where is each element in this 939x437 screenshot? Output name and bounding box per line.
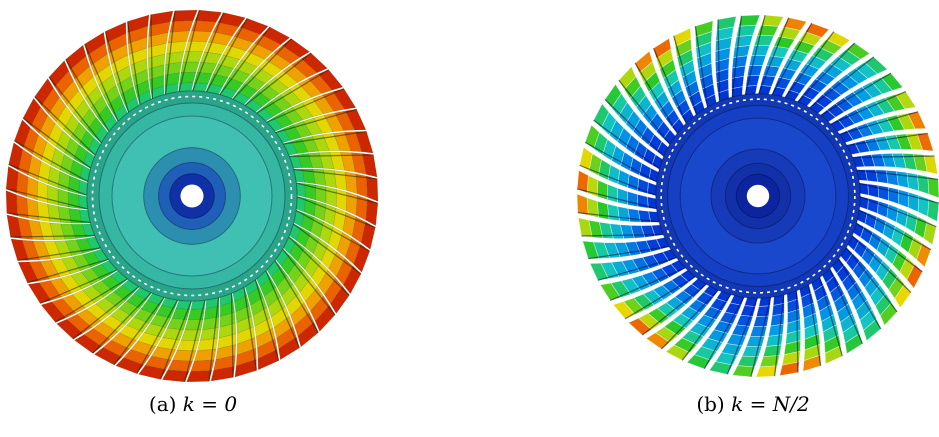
blade: [715, 15, 737, 104]
blade: [84, 31, 129, 124]
subfigure-a: (a) k = 0: [0, 0, 390, 437]
bolt-circle: [91, 95, 293, 297]
blade: [576, 170, 659, 210]
blade: [618, 66, 677, 147]
blade: [191, 12, 246, 94]
blade: [582, 236, 672, 260]
blade: [74, 285, 153, 354]
blade: [254, 69, 344, 123]
blade: [162, 298, 207, 383]
caption-b-label: (b): [696, 392, 725, 416]
bolt-circle: [660, 98, 856, 294]
blade: [732, 295, 772, 378]
blade: [779, 288, 801, 377]
blade: [744, 14, 784, 97]
blade: [694, 20, 718, 110]
blade: [652, 37, 695, 126]
blade: [291, 168, 379, 202]
caption-a-math: k = 0: [182, 392, 238, 416]
blade: [576, 193, 662, 223]
blade: [795, 42, 871, 108]
blade: [17, 248, 111, 284]
blade: [218, 26, 290, 101]
blade: [274, 247, 336, 332]
blade: [770, 22, 830, 99]
blade: [5, 190, 93, 224]
center-bore: [746, 184, 770, 208]
blade: [673, 27, 706, 117]
blade: [584, 124, 661, 184]
blade: [255, 268, 300, 361]
blade: [577, 217, 666, 239]
blade: [265, 258, 319, 348]
blade: [5, 166, 90, 211]
blade: [850, 153, 939, 175]
blade: [821, 266, 864, 355]
caption-b: (b) k = N/2: [696, 392, 809, 416]
blade: [294, 195, 376, 250]
blade: [291, 208, 370, 273]
blade: [14, 119, 93, 184]
blade: [628, 277, 709, 336]
blade: [755, 292, 785, 378]
blade: [645, 284, 721, 350]
blade: [177, 9, 222, 94]
blade: [287, 151, 378, 178]
blade: [27, 259, 120, 304]
blade: [810, 275, 843, 365]
blade: [665, 289, 733, 361]
blade: [8, 142, 90, 197]
blade: [147, 10, 174, 101]
blade: [830, 256, 882, 342]
blade: [273, 108, 367, 144]
blade: [115, 295, 180, 374]
blade: [854, 169, 939, 199]
blade: [846, 233, 912, 309]
blade: [634, 50, 686, 136]
blade: [164, 9, 198, 97]
blade: [232, 285, 258, 378]
blade: [839, 245, 898, 326]
blade: [855, 208, 932, 268]
subfigure-b: (b) k = N/2: [550, 0, 939, 437]
blade: [231, 38, 310, 107]
caption-b-math: k = N/2: [731, 392, 810, 416]
blade: [757, 17, 808, 97]
blade: [10, 236, 103, 262]
blade: [708, 295, 759, 375]
blade: [287, 222, 362, 294]
blade: [243, 52, 328, 114]
blade: [22, 98, 97, 170]
blade: [94, 291, 166, 366]
blade: [104, 21, 140, 115]
blade: [138, 298, 193, 380]
blade: [837, 111, 927, 144]
blade: [65, 44, 119, 134]
blade: [818, 72, 904, 124]
blade: [589, 248, 679, 281]
bladed-disk-kN2-rendering: [576, 14, 939, 378]
blade: [844, 132, 934, 156]
blade: [599, 259, 688, 302]
caption-a: (a) k = 0: [149, 392, 237, 416]
blade: [857, 195, 937, 246]
blade: [204, 18, 269, 97]
blade: [34, 78, 103, 157]
bladed-disk-k0-rendering: [5, 9, 379, 383]
center-bore: [180, 184, 204, 208]
blade: [857, 182, 939, 222]
blade: [126, 14, 152, 107]
blade: [210, 291, 237, 382]
blade: [579, 146, 659, 197]
blade: [48, 60, 110, 145]
caption-a-label: (a): [148, 392, 177, 416]
blade: [244, 277, 280, 371]
blade: [828, 90, 917, 133]
blade: [40, 269, 130, 323]
blade: [783, 31, 851, 103]
blade: [851, 221, 923, 289]
blade: [294, 181, 379, 226]
